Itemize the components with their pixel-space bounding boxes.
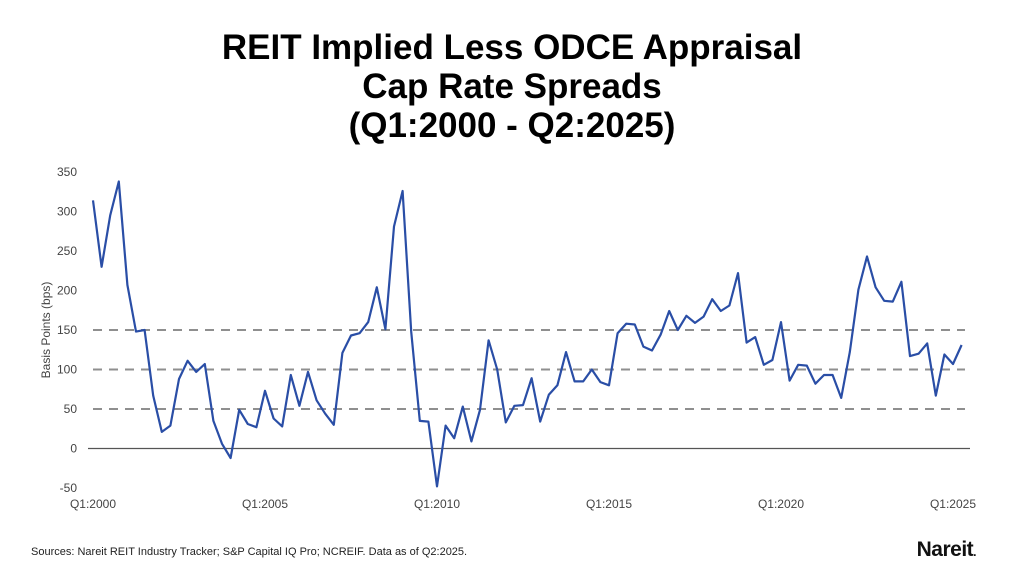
chart-title-line-3: (Q1:2000 - Q2:2025) [348,106,676,145]
y-tick-label: 300 [57,205,77,219]
x-tick-label: Q1:2025 [930,497,976,511]
x-tick-label: Q1:2005 [242,497,288,511]
y-tick-label: -50 [60,481,78,495]
series-line [91,180,963,488]
nareit-logo: Nareit. [916,538,977,561]
y-tick-label: 250 [57,244,77,258]
x-tick-label: Q1:2015 [586,497,632,511]
chart-title-line-1: REIT Implied Less ODCE Appraisal [221,28,803,67]
x-axis-ticks: Q1:2000 Q1:2005 Q1:2010 Q1:2015 Q1:2020 Q1:20… [70,497,976,511]
series-line-group [91,180,963,488]
gridlines [88,329,970,450]
y-tick-label: 150 [57,323,77,337]
y-tick-label: 350 [57,165,77,179]
y-tick-label: 100 [57,363,77,377]
x-tick-label: Q1:2020 [758,497,804,511]
x-tick-label: Q1:2010 [414,497,460,511]
source-note: Sources: Nareit REIT Industry Tracker; S… [31,546,468,558]
y-tick-label: 200 [57,284,77,298]
y-tick-label: 0 [70,442,77,456]
y-axis-label: Basis Points (bps) [39,282,53,379]
chart-title-line-2: Cap Rate Spreads [362,67,662,106]
y-tick-label: 50 [64,402,78,416]
y-axis-ticks: 350 300 250 200 150 100 50 0 -50 [57,165,77,495]
chart-title: REIT Implied Less ODCE Appraisal Cap Rat… [0,28,1024,145]
x-tick-label: Q1:2000 [70,497,116,511]
